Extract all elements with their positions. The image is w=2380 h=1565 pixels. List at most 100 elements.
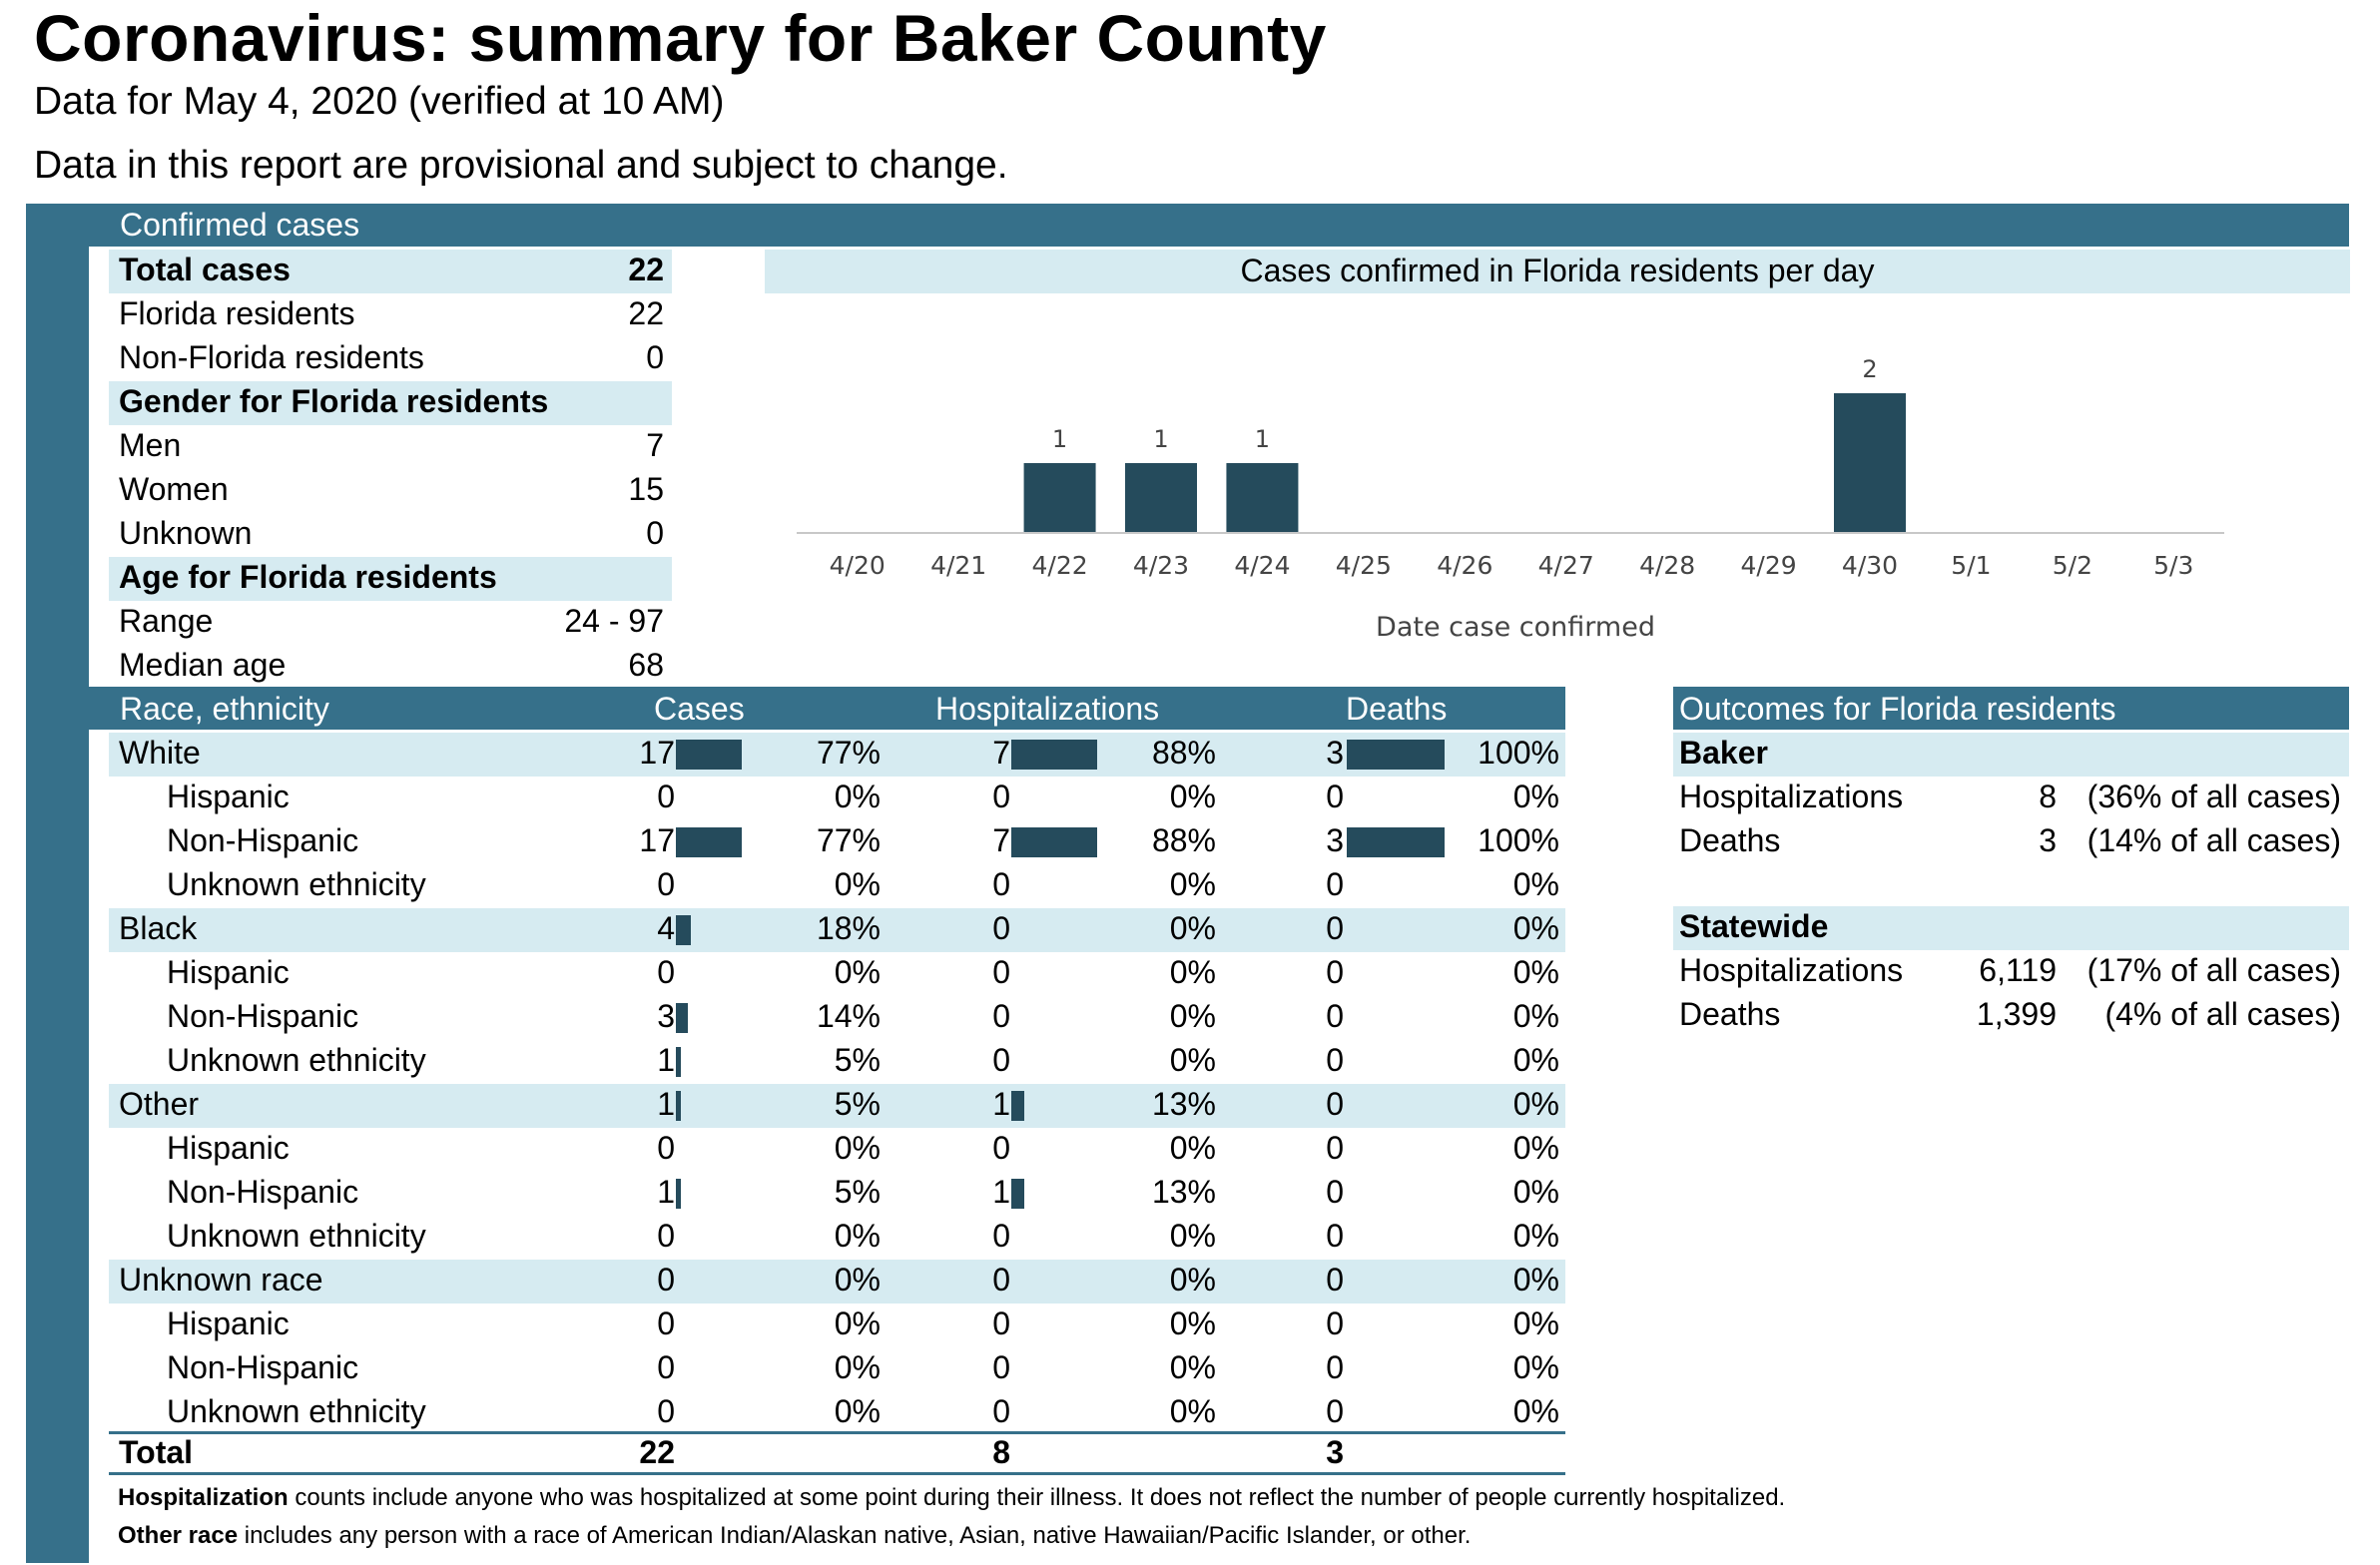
footnote-hospitalization-text: counts include anyone who was hospitaliz… — [288, 1484, 1786, 1511]
florida-residents-label: Florida residents — [119, 295, 355, 331]
median-age-row: Median age 68 — [109, 645, 672, 689]
race-row-cases-percent: 5% — [834, 1042, 881, 1078]
outcomes-statewide-heading-row: Statewide — [1673, 906, 2349, 950]
race-row-hosp-count: 0 — [992, 1393, 1010, 1429]
footnote-other-race-text: includes any person with a race of Ameri… — [238, 1522, 1472, 1549]
race-row-cases-count: 0 — [657, 1130, 675, 1166]
race-total-hosp: 8 — [992, 1434, 1010, 1470]
race-row: Non-Hispanic 0 0% 0 0% 0 0% — [109, 1347, 1565, 1391]
statewide-hosp-note: (17% of all cases) — [2086, 952, 2341, 988]
footnote-other-race-term: Other race — [118, 1522, 239, 1549]
race-row-deaths-count: 0 — [1326, 779, 1344, 814]
race-row-label: Hispanic — [167, 1130, 290, 1166]
gender-heading: Gender for Florida residents — [119, 383, 549, 419]
race-row-hosp-percent: 0% — [1169, 866, 1216, 902]
total-cases-label: Total cases — [119, 252, 291, 287]
race-row-cases-count: 0 — [657, 866, 675, 902]
race-row-label: Unknown race — [119, 1262, 323, 1298]
age-range-value: 24 - 97 — [564, 603, 664, 639]
race-row-deaths-count: 0 — [1326, 1042, 1344, 1078]
race-row-hosp-count: 0 — [992, 1130, 1010, 1166]
deaths-header-label: Deaths — [1346, 691, 1448, 727]
race-row-cases-percent: 0% — [834, 1130, 881, 1166]
race-row-cases-percent: 0% — [834, 1305, 881, 1341]
outcomes-header: Outcomes for Florida residents — [1673, 687, 2349, 730]
page-title: Coronavirus: summary for Baker County — [34, 1, 1327, 75]
hospitalizations-header-label: Hospitalizations — [935, 691, 1160, 727]
race-total-row: Total 22 8 3 — [109, 1431, 1565, 1475]
race-row-hosp-count: 0 — [992, 910, 1010, 946]
race-row-hosp-percent: 0% — [1169, 998, 1216, 1034]
non-florida-residents-row: Non-Florida residents 0 — [109, 337, 672, 381]
race-row-cases-bar — [676, 1091, 681, 1121]
chart-x-tick-label: 5/3 — [2153, 551, 2193, 580]
race-row-hosp-percent: 0% — [1169, 779, 1216, 814]
chart-x-tick-label: 5/1 — [1951, 551, 1991, 580]
race-row: Black 4 18% 0 0% 0 0% — [109, 908, 1565, 952]
race-row-hosp-percent: 88% — [1151, 735, 1216, 771]
baker-deaths-note: (14% of all cases) — [2086, 822, 2341, 858]
race-row-deaths-percent: 0% — [1512, 1262, 1559, 1298]
race-row: Hispanic 0 0% 0 0% 0 0% — [109, 952, 1565, 996]
race-row-hosp-count: 0 — [992, 1262, 1010, 1298]
statewide-hosp-label: Hospitalizations — [1679, 952, 1904, 988]
footnote-hospitalization: Hospitalization counts include anyone wh… — [118, 1484, 1785, 1512]
left-accent-bar — [26, 204, 89, 1563]
race-row-cases-percent: 5% — [834, 1086, 881, 1122]
race-row-deaths-percent: 0% — [1512, 998, 1559, 1034]
race-row-hosp-count: 0 — [992, 1349, 1010, 1385]
outcomes-heading: Outcomes for Florida residents — [1679, 691, 2116, 727]
race-row-cases-count: 0 — [657, 1262, 675, 1298]
race-row-label: Non-Hispanic — [167, 1349, 359, 1385]
race-row-cases-percent: 77% — [816, 735, 881, 771]
chart-bar — [1834, 393, 1906, 533]
chart-title: Cases confirmed in Florida residents per… — [1240, 253, 1875, 288]
chart-data-label: 2 — [1862, 355, 1877, 383]
chart-x-tick-label: 4/22 — [1032, 551, 1088, 580]
race-row-cases-percent: 0% — [834, 1349, 881, 1385]
race-row-deaths-count: 0 — [1326, 1393, 1344, 1429]
chart-x-axis-label: Date case confirmed — [1376, 612, 1655, 643]
chart-data-label: 1 — [1153, 425, 1168, 453]
race-row-hosp-bar — [1011, 740, 1097, 770]
race-row: Hispanic 0 0% 0 0% 0 0% — [109, 1304, 1565, 1347]
race-row-deaths-count: 0 — [1326, 1349, 1344, 1385]
chart-x-tick-label: 4/23 — [1133, 551, 1189, 580]
race-row-cases-count: 0 — [657, 1393, 675, 1429]
race-row-cases-bar — [676, 1047, 681, 1077]
race-row-cases-count: 17 — [639, 822, 675, 858]
race-row-deaths-count: 0 — [1326, 1130, 1344, 1166]
race-row-cases-percent: 5% — [834, 1174, 881, 1210]
outcomes-statewide-heading: Statewide — [1679, 908, 1829, 944]
race-row-deaths-count: 3 — [1326, 822, 1344, 858]
race-row-deaths-percent: 100% — [1478, 822, 1559, 858]
race-row-hosp-percent: 0% — [1169, 1305, 1216, 1341]
race-row-hosp-percent: 13% — [1151, 1174, 1216, 1210]
race-row-cases-count: 0 — [657, 1305, 675, 1341]
race-row-deaths-count: 0 — [1326, 910, 1344, 946]
chart-bar — [1226, 463, 1299, 533]
provisional-note: Data in this report are provisional and … — [34, 144, 1008, 187]
race-row-hosp-bar — [1011, 1179, 1024, 1209]
race-row-deaths-count: 3 — [1326, 735, 1344, 771]
race-row-cases-count: 1 — [657, 1086, 675, 1122]
chart-x-tick-label: 4/30 — [1842, 551, 1898, 580]
chart-x-tick-label: 4/28 — [1639, 551, 1695, 580]
race-row-label: Other — [119, 1086, 200, 1122]
cases-per-day-chart: 1 1 1 2 4/20 4/21 4/22 4/23 4/24 4/25 4/26 4/27 4/2… — [797, 355, 2224, 643]
gender-heading-row: Gender for Florida residents — [109, 381, 672, 425]
baker-hosp-note: (36% of all cases) — [2086, 779, 2341, 814]
race-row: Unknown race 0 0% 0 0% 0 0% — [109, 1260, 1565, 1304]
race-row-hosp-count: 0 — [992, 1042, 1010, 1078]
race-row: Non-Hispanic 1 5% 1 13% 0 0% — [109, 1172, 1565, 1216]
race-row-cases-count: 0 — [657, 1349, 675, 1385]
race-row-cases-bar — [676, 827, 742, 857]
race-row-hosp-percent: 0% — [1169, 1393, 1216, 1429]
race-row: Non-Hispanic 3 14% 0 0% 0 0% — [109, 996, 1565, 1040]
race-row-hosp-count: 0 — [992, 866, 1010, 902]
confirmed-cases-header: Confirmed cases — [89, 204, 2349, 247]
chart-x-tick-label: 5/2 — [2053, 551, 2092, 580]
race-row-deaths-percent: 0% — [1512, 1086, 1559, 1122]
chart-bar — [1125, 463, 1197, 533]
men-row: Men 7 — [109, 425, 672, 469]
